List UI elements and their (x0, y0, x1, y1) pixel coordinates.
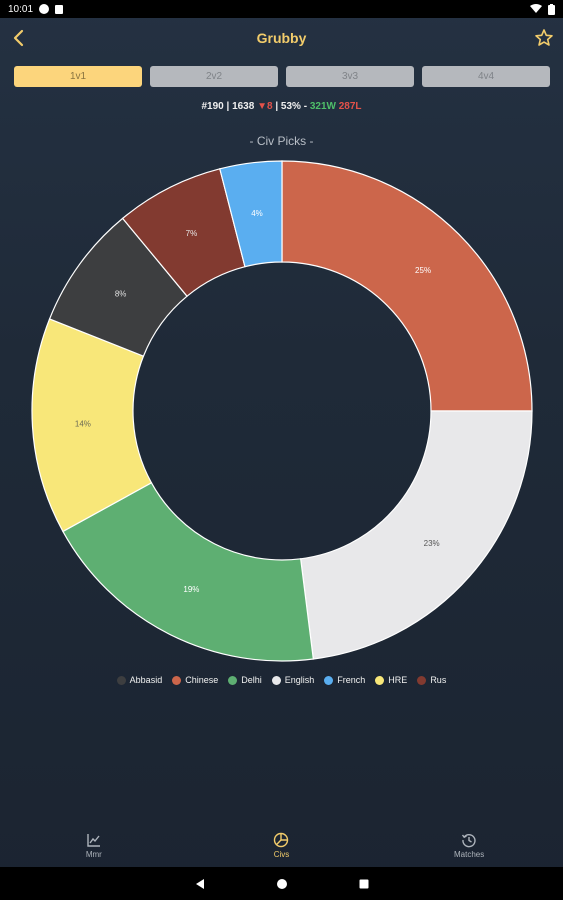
chart-legend: Abbasid Chinese Delhi English French HRE… (0, 675, 563, 685)
app-bar: Grubby (0, 18, 563, 58)
legend-item-delhi: Delhi (228, 675, 262, 685)
legend-swatch (417, 675, 427, 685)
notification-icon (39, 4, 50, 14)
legend-item-french: French (324, 675, 365, 685)
slice-label-hre: 14% (75, 420, 91, 429)
battery-icon (548, 3, 555, 15)
separator: - (300, 101, 310, 112)
legend-swatch (375, 675, 385, 685)
slice-label-english: 23% (424, 539, 440, 548)
status-time: 10:01 (8, 3, 34, 15)
wifi-icon (530, 4, 542, 13)
rating: 1638 (232, 101, 255, 112)
legend-label: English (284, 675, 315, 685)
star-icon[interactable] (533, 27, 555, 49)
rating-change: ▼8 (257, 101, 273, 112)
legend-label: Delhi (241, 675, 262, 685)
legend-label: French (337, 675, 366, 685)
wins: 321W (309, 101, 336, 112)
legend-label: Chinese (185, 675, 219, 685)
history-icon (462, 833, 476, 848)
slice-label-french: 4% (251, 209, 263, 218)
win-rate: 53% (280, 101, 301, 112)
nav-civs[interactable]: Civs (241, 832, 321, 859)
slice-label-chinese: 25% (415, 266, 431, 275)
nav-mmr[interactable]: Mmr (54, 832, 134, 859)
player-stats: #190 | 1638 ▼8 | 53% - 321W 287L (0, 101, 563, 112)
slice-delhi[interactable] (62, 481, 315, 662)
chart-title: - Civ Picks - (249, 134, 314, 148)
slice-label-rus: 7% (186, 229, 198, 238)
home-nav-icon[interactable] (276, 878, 288, 890)
system-navigation-bar (0, 867, 563, 900)
tab-3v3[interactable]: 3v3 (286, 66, 414, 87)
bottom-navigation: Mmr Civs Matches (0, 824, 563, 867)
legend-label: HRE (388, 675, 408, 685)
legend-label: Rus (430, 675, 447, 685)
mode-tabs: 1v1 2v2 3v3 4v4 (14, 66, 550, 87)
separator: | (272, 101, 281, 112)
tab-1v1[interactable]: 1v1 (14, 66, 142, 87)
losses: 287L (338, 101, 362, 112)
legend-item-chinese: Chinese (172, 675, 218, 685)
slice-french[interactable] (219, 160, 283, 268)
slice-label-abbasid: 8% (115, 290, 127, 299)
nav-mmr-label: Mmr (85, 850, 102, 859)
legend-swatch (116, 675, 126, 685)
pie-chart-icon (274, 832, 289, 848)
back-arrow-icon[interactable] (8, 27, 30, 49)
recents-nav-icon[interactable] (358, 878, 370, 890)
tab-4v4[interactable]: 4v4 (422, 66, 550, 87)
slice-chinese[interactable] (281, 160, 533, 412)
legend-item-abbasid: Abbasid (116, 675, 163, 685)
nav-matches-label: Matches (454, 850, 485, 859)
page-title: Grubby (256, 30, 307, 46)
sd-card-icon (55, 4, 64, 14)
line-chart-icon (87, 834, 100, 847)
legend-item-rus: Rus (417, 675, 446, 685)
nav-civs-label: Civs (273, 850, 290, 859)
legend-swatch (172, 675, 182, 685)
back-nav-icon[interactable] (194, 878, 206, 890)
legend-swatch (324, 675, 334, 685)
slice-label-delhi: 19% (183, 585, 199, 594)
rank: #190 (201, 101, 224, 112)
legend-label: Abbasid (129, 675, 163, 685)
legend-item-english: English (271, 675, 315, 685)
separator: | (223, 101, 233, 112)
slice-english[interactable] (300, 410, 533, 660)
status-bar: 10:01 (0, 0, 563, 18)
legend-swatch (228, 675, 238, 685)
civ-picks-donut-chart: 25% 23% 19% 14% 8% 7% 4% (31, 160, 533, 662)
tab-2v2[interactable]: 2v2 (150, 66, 278, 87)
legend-swatch (271, 675, 281, 685)
legend-item-hre: HRE (375, 675, 407, 685)
nav-matches[interactable]: Matches (429, 832, 509, 859)
